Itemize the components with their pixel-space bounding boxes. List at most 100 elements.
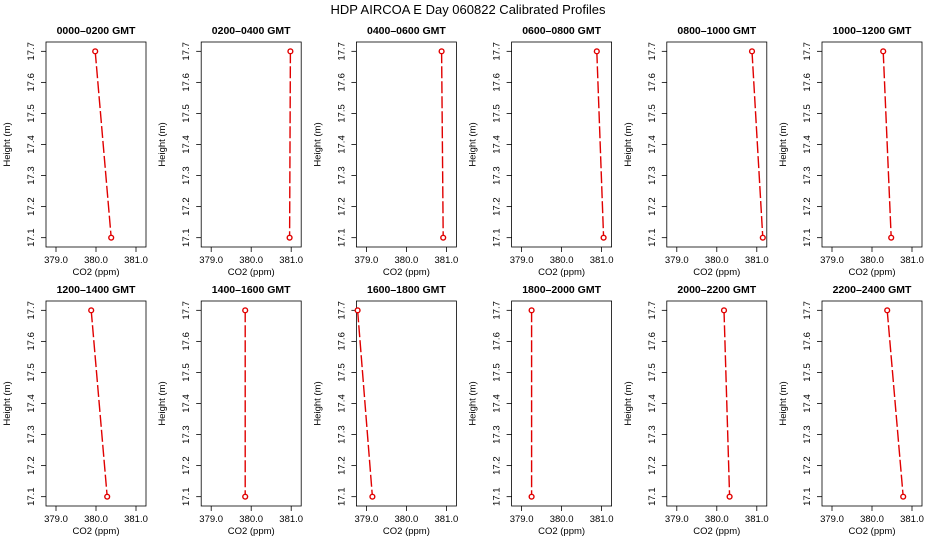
x-tick-label: 379.0 <box>510 255 534 266</box>
y-tick-label: 17.5 <box>647 104 658 123</box>
panel-10: 1800–2000 GMT 379.0 380.0 381.0 17.1 17.2 17.3… <box>468 284 614 537</box>
y-tick-label: 17.7 <box>492 42 503 61</box>
y-tick-label: 17.5 <box>802 104 813 123</box>
x-tick-label: 381.0 <box>745 514 769 525</box>
x-tick-label: 380.0 <box>550 255 574 266</box>
profile-line <box>356 310 374 497</box>
x-axis-label: CO2 (ppm) <box>383 267 430 278</box>
profile-line <box>440 51 444 238</box>
x-tick-label: 381.0 <box>124 514 148 525</box>
profile-line <box>751 51 764 238</box>
y-tick-label: 17.3 <box>181 166 192 185</box>
y-tick-label: 17.4 <box>181 394 192 413</box>
data-point <box>88 307 95 314</box>
y-tick-label: 17.2 <box>802 456 813 475</box>
x-tick-label: 380.0 <box>860 255 884 266</box>
y-tick-label: 17.3 <box>181 425 192 444</box>
x-tick-label: 379.0 <box>510 514 534 525</box>
data-point <box>104 493 111 500</box>
y-tick-label: 17.3 <box>647 166 658 185</box>
y-tick-label: 17.6 <box>336 332 347 351</box>
y-tick-label: 17.1 <box>181 487 192 506</box>
panel-1: 0000–0200 GMT 379.0 380.0 381.0 17.1 17.2 17.3… <box>2 25 148 278</box>
y-tick-label: 17.3 <box>336 166 347 185</box>
panel-4: 0600–0800 GMT 379.0 380.0 381.0 17.1 17.2 17.3… <box>468 25 614 278</box>
y-tick-label: 17.2 <box>336 456 347 475</box>
data-point <box>759 234 766 241</box>
y-axis-label: Height (m) <box>623 381 634 425</box>
x-tick-label: 380.0 <box>395 255 419 266</box>
y-tick-label: 17.3 <box>802 425 813 444</box>
y-tick-label: 17.7 <box>26 301 37 320</box>
data-point <box>884 307 891 314</box>
y-tick-label: 17.5 <box>26 104 37 123</box>
data-point <box>108 234 115 241</box>
data-point <box>528 307 535 314</box>
x-tick-label: 379.0 <box>665 255 689 266</box>
x-axis-label: CO2 (ppm) <box>849 526 896 537</box>
x-tick-label: 379.0 <box>44 514 68 525</box>
y-tick-label: 17.5 <box>181 363 192 382</box>
plot-frame <box>511 300 613 507</box>
x-tick-label: 380.0 <box>705 255 729 266</box>
y-axis-label: Height (m) <box>312 381 323 425</box>
y-tick-label: 17.6 <box>336 73 347 92</box>
plot-frame <box>355 300 457 507</box>
panel-7: 1200–1400 GMT 379.0 380.0 381.0 17.1 17.2 17.3… <box>2 284 148 537</box>
y-tick-label: 17.7 <box>802 301 813 320</box>
plot-frame <box>200 41 302 248</box>
data-point <box>438 48 445 55</box>
data-point <box>726 493 733 500</box>
data-point <box>287 48 294 55</box>
x-tick-label: 381.0 <box>745 255 769 266</box>
plot-frame <box>666 41 768 248</box>
panel-title: 0000–0200 GMT <box>57 25 136 37</box>
x-tick-label: 380.0 <box>550 514 574 525</box>
x-tick-label: 379.0 <box>820 514 844 525</box>
x-tick-label: 381.0 <box>590 514 614 525</box>
figure-title: HDP AIRCOA E Day 060822 Calibrated Profi… <box>330 2 606 17</box>
y-tick-label: 17.2 <box>492 197 503 216</box>
data-point <box>286 234 293 241</box>
x-axis-label: CO2 (ppm) <box>538 526 585 537</box>
y-tick-label: 17.4 <box>492 135 503 154</box>
y-tick-label: 17.6 <box>802 73 813 92</box>
y-tick-label: 17.3 <box>647 425 658 444</box>
y-tick-label: 17.1 <box>26 487 37 506</box>
profile-line <box>288 51 292 238</box>
y-axis-label: Height (m) <box>468 381 479 425</box>
y-tick-label: 17.4 <box>26 394 37 413</box>
data-point <box>354 307 361 314</box>
y-tick-label: 17.6 <box>647 73 658 92</box>
data-point <box>369 493 376 500</box>
x-tick-label: 379.0 <box>665 514 689 525</box>
y-tick-label: 17.5 <box>336 104 347 123</box>
y-tick-label: 17.7 <box>336 301 347 320</box>
y-tick-label: 17.5 <box>181 104 192 123</box>
data-point <box>528 493 535 500</box>
x-axis-label: CO2 (ppm) <box>228 526 275 537</box>
x-axis-label: CO2 (ppm) <box>73 526 120 537</box>
y-tick-label: 17.7 <box>336 42 347 61</box>
data-point <box>880 48 887 55</box>
panel-3: 0400–0600 GMT 379.0 380.0 381.0 17.1 17.2 17.3… <box>312 25 458 278</box>
profile-line <box>723 310 731 497</box>
panel-title: 0800–1000 GMT <box>677 25 756 37</box>
y-tick-label: 17.4 <box>26 135 37 154</box>
x-tick-label: 381.0 <box>124 255 148 266</box>
y-tick-label: 17.5 <box>336 363 347 382</box>
x-tick-label: 380.0 <box>84 514 108 525</box>
y-tick-label: 17.6 <box>492 73 503 92</box>
data-point <box>242 493 249 500</box>
plot-frame <box>821 41 923 248</box>
y-tick-label: 17.1 <box>802 228 813 247</box>
plot-frame <box>45 41 147 248</box>
data-point <box>440 234 447 241</box>
profile-line <box>886 310 904 497</box>
y-tick-label: 17.6 <box>26 332 37 351</box>
data-point <box>600 234 607 241</box>
y-tick-label: 17.7 <box>181 42 192 61</box>
x-tick-label: 379.0 <box>44 255 68 266</box>
x-tick-label: 381.0 <box>435 514 459 525</box>
